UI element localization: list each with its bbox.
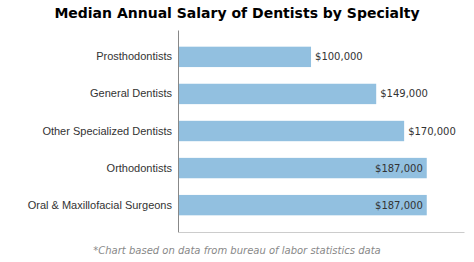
data-label: $187,000 (375, 163, 423, 174)
bars (178, 47, 427, 216)
data-label: $100,000 (315, 51, 363, 62)
y-tick: Prosthodontists (96, 50, 172, 62)
data-labels: $187,000 $187,000 $170,000 $149,000 $100,000 (315, 51, 456, 210)
data-label: $170,000 (408, 126, 456, 137)
y-tick-label: Oral & Maxillofacial Surgeons (28, 199, 173, 211)
y-axis-line (178, 31, 179, 233)
footnote: *Chart based on data from bureau of labo… (93, 245, 380, 256)
y-tick-label: General Dentists (90, 87, 172, 99)
bar (178, 47, 311, 67)
title: Median Annual Salary of Dentists by Spec… (54, 5, 419, 21)
data-label: $187,000 (375, 200, 423, 211)
y-tick: General Dentists (90, 87, 172, 99)
x-axis (179, 232, 465, 233)
data-label: $149,000 (380, 88, 428, 99)
bar (178, 195, 427, 215)
y-tick: Other Specialized Dentists (42, 125, 172, 137)
y-axis: Prosthodontists General Dentists Other Spe… (28, 31, 179, 233)
y-tick-label: Other Specialized Dentists (42, 125, 172, 137)
y-tick-label: Orthodontists (107, 162, 173, 174)
y-tick-label: Prosthodontists (96, 50, 172, 62)
chart: Median Annual Salary of Dentists by Spec… (0, 0, 474, 262)
y-tick: Orthodontists (107, 162, 173, 174)
x-axis-line (179, 232, 465, 233)
bar (178, 121, 404, 141)
bar (178, 84, 376, 104)
plot: Prosthodontists General Dentists Other Spe… (28, 31, 465, 233)
bar (178, 158, 427, 178)
y-tick: Oral & Maxillofacial Surgeons (28, 199, 173, 211)
